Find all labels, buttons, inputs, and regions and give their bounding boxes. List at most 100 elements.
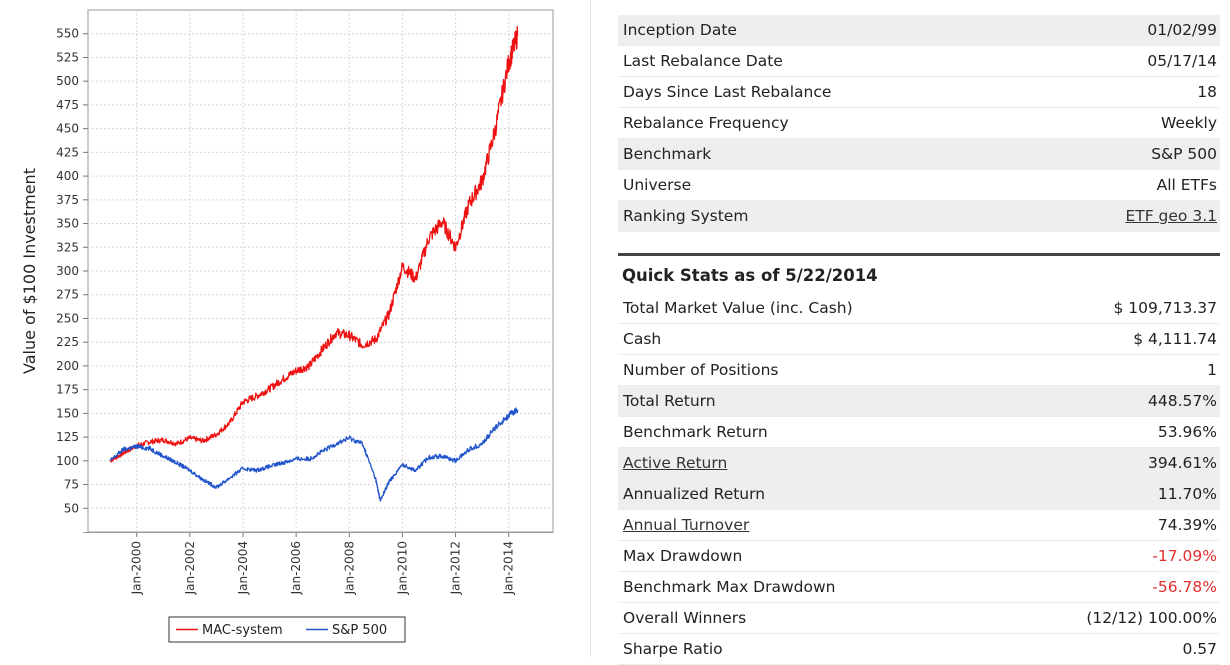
info-label: Benchmark [618,138,1031,170]
quick-stats-table: Total Market Value (inc. Cash) $ 109,713… [618,293,1220,665]
qs-value: 74.39% [998,509,1220,541]
qs-row-overall-winners: Overall Winners (12/12) 100.00% [618,602,1220,634]
x-axis: Jan-2000 Jan-2002 Jan-2004 Jan-2006 Jan-2008… [83,532,553,595]
strategy-info-table: Inception Date 01/02/99 Last Rebalance D… [618,15,1220,232]
legend: MAC-system S&P 500 [168,616,406,643]
performance-chart: 50 75 100 125 150 175 200 225 250 275 300 325 350 375… [20,9,554,643]
x-tick-label: Jan-2002 [183,541,197,595]
info-value: 05/17/14 [1030,45,1220,77]
qs-row-annualized-return: Annualized Return 11.70% [618,478,1220,510]
y-tick-label: 500 [56,74,79,88]
ranking-system-link[interactable]: ETF geo 3.1 [1125,207,1217,225]
qs-label: Total Market Value (inc. Cash) [618,293,999,324]
y-tick-label: 400 [56,169,79,183]
qs-value: 394.61% [998,447,1220,479]
qs-row-positions: Number of Positions 1 [618,354,1220,386]
info-value: 18 [1030,76,1220,108]
qs-row-max-drawdown: Max Drawdown -17.09% [618,540,1220,572]
info-row-days-since: Days Since Last Rebalance 18 [618,76,1220,108]
y-tick-label: 200 [56,359,79,373]
qs-row-total-market-value: Total Market Value (inc. Cash) $ 109,713… [618,293,1220,324]
y-tick-label: 50 [64,501,79,515]
info-row-benchmark: Benchmark S&P 500 [618,138,1220,170]
info-row-ranking-system: Ranking System ETF geo 3.1 [618,200,1220,232]
qs-label: Cash [618,323,999,355]
qs-row-active-return: Active Return 394.61% [618,447,1220,479]
x-tick-label: Jan-2000 [130,541,144,595]
section-divider [618,253,1220,256]
y-tick-label: 125 [56,430,79,444]
info-label: Last Rebalance Date [618,45,1031,77]
info-label: Inception Date [618,15,1031,46]
qs-label: Benchmark Return [618,416,999,448]
legend-label-mac: MAC-system [202,623,283,638]
panel-divider [590,0,591,657]
series-line-sp500 [109,407,519,502]
y-axis: 50 75 100 125 150 175 200 225 250 275 300 325 350 375… [56,27,88,515]
y-tick-label: 75 [64,478,79,492]
grid-lines [88,10,553,532]
qs-row-benchmark-return: Benchmark Return 53.96% [618,416,1220,448]
qs-label: Benchmark Max Drawdown [618,571,999,603]
qs-value: (12/12) 100.00% [998,602,1220,634]
y-tick-label: 475 [56,98,79,112]
info-row-last-rebalance: Last Rebalance Date 05/17/14 [618,45,1220,77]
info-row-inception: Inception Date 01/02/99 [618,15,1220,46]
qs-value: -17.09% [998,540,1220,572]
qs-label: Max Drawdown [618,540,999,572]
qs-value: 1 [998,354,1220,386]
qs-value: -56.78% [998,571,1220,603]
legend-label-sp500: S&P 500 [332,623,387,638]
qs-label: Sharpe Ratio [618,633,999,665]
series-line-mac-system [109,25,519,463]
y-tick-label: 525 [56,50,79,64]
y-tick-label: 150 [56,406,79,420]
qs-row-benchmark-max-drawdown: Benchmark Max Drawdown -56.78% [618,571,1220,603]
x-tick-label: Jan-2012 [449,541,463,595]
qs-label: Total Return [618,385,999,417]
qs-value: 53.96% [998,416,1220,448]
series-lines [109,25,519,502]
info-value: Weekly [1030,107,1220,139]
y-tick-label: 175 [56,383,79,397]
y-tick-label: 275 [56,288,79,302]
qs-row-sharpe-ratio: Sharpe Ratio 0.57 [618,633,1220,665]
info-label: Rebalance Frequency [618,107,1031,139]
stats-panel: Inception Date 01/02/99 Last Rebalance D… [618,15,1220,665]
qs-label: Annualized Return [618,478,999,510]
qs-value: $ 4,111.74 [998,323,1220,355]
info-value: S&P 500 [1030,138,1220,170]
qs-value: $ 109,713.37 [998,293,1220,324]
y-tick-label: 425 [56,145,79,159]
qs-label: Overall Winners [618,602,999,634]
quick-stats-title: Quick Stats as of 5/22/2014 [622,266,878,285]
annual-turnover-link[interactable]: Annual Turnover [623,516,750,534]
info-label: Ranking System [618,200,1031,232]
y-tick-label: 550 [56,27,79,41]
qs-value: 11.70% [998,478,1220,510]
info-label: Universe [618,169,1031,201]
info-label: Days Since Last Rebalance [618,76,1031,108]
qs-value: 0.57 [998,633,1220,665]
y-tick-label: 100 [56,454,79,468]
y-tick-label: 300 [56,264,79,278]
y-tick-label: 325 [56,240,79,254]
qs-row-total-return: Total Return 448.57% [618,385,1220,417]
y-tick-label: 250 [56,311,79,325]
y-axis-title: Value of $100 Investment [20,168,39,374]
info-row-universe: Universe All ETFs [618,169,1220,201]
x-tick-label: Jan-2008 [342,541,356,595]
x-tick-label: Jan-2006 [289,541,303,595]
y-tick-label: 225 [56,335,79,349]
x-tick-label: Jan-2014 [502,541,516,595]
info-value: All ETFs [1030,169,1220,201]
y-tick-label: 375 [56,193,79,207]
qs-row-cash: Cash $ 4,111.74 [618,323,1220,355]
y-tick-label: 450 [56,122,79,136]
y-tick-label: 350 [56,217,79,231]
active-return-link[interactable]: Active Return [623,454,728,472]
qs-value: 448.57% [998,385,1220,417]
x-tick-label: Jan-2010 [395,541,409,595]
qs-row-annual-turnover: Annual Turnover 74.39% [618,509,1220,541]
info-row-frequency: Rebalance Frequency Weekly [618,107,1220,139]
